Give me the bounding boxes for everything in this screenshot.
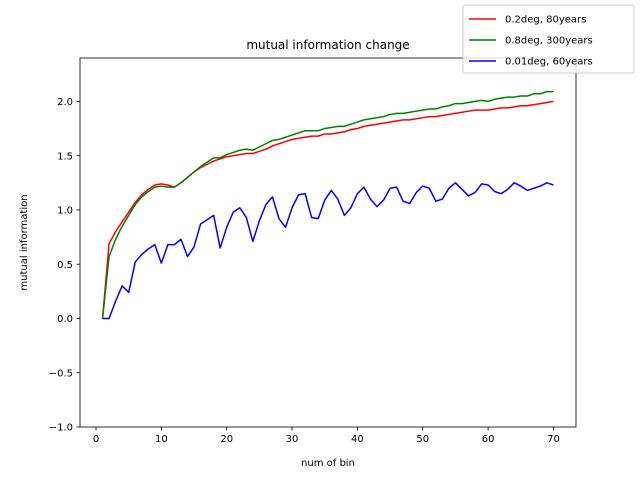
ticks-layer: 0 10 20 30 40 50 60 70 −1.0 −0.5 0.0 0.5 1.0 1.5 2.0: [49, 97, 560, 445]
legend-label-2: 0.8deg, 300years: [505, 36, 593, 47]
legend-label-3: 0.01deg, 60years: [505, 57, 593, 68]
x-tick-label: 60: [482, 434, 495, 445]
series-line-2: [101, 90, 554, 319]
x-tick-label: 20: [220, 434, 233, 445]
legend: 0.2deg, 80years 0.8deg, 300years 0.01deg, …: [462, 4, 635, 74]
y-tick-label: 1.0: [57, 206, 73, 217]
axes-layer: [79, 57, 577, 428]
y-tick-label: 0.5: [57, 260, 73, 271]
series-layer: [101, 90, 554, 320]
x-tick-label: 10: [155, 434, 168, 445]
y-tick-label: −0.5: [49, 368, 73, 379]
y-axis-label: mutual information: [19, 194, 30, 290]
x-tick-label: 50: [416, 434, 429, 445]
x-axis-label: num of bin: [301, 458, 355, 469]
x-tick-label: 40: [351, 434, 364, 445]
y-tick-label: −1.0: [49, 423, 73, 434]
y-tick-label: 0.0: [57, 314, 73, 325]
series-line-3: [102, 182, 554, 320]
y-tick-label: 1.5: [57, 151, 73, 162]
plot-area: [80, 58, 576, 427]
chart-title: mutual information change: [246, 38, 409, 52]
legend-label-1: 0.2deg, 80years: [505, 15, 586, 26]
x-tick-label: 70: [547, 434, 560, 445]
x-tick-label: 30: [286, 434, 299, 445]
y-tick-label: 2.0: [57, 97, 73, 108]
legend-box: [462, 4, 635, 74]
axes-frame: [79, 57, 577, 428]
x-tick-label: 0: [93, 434, 99, 445]
